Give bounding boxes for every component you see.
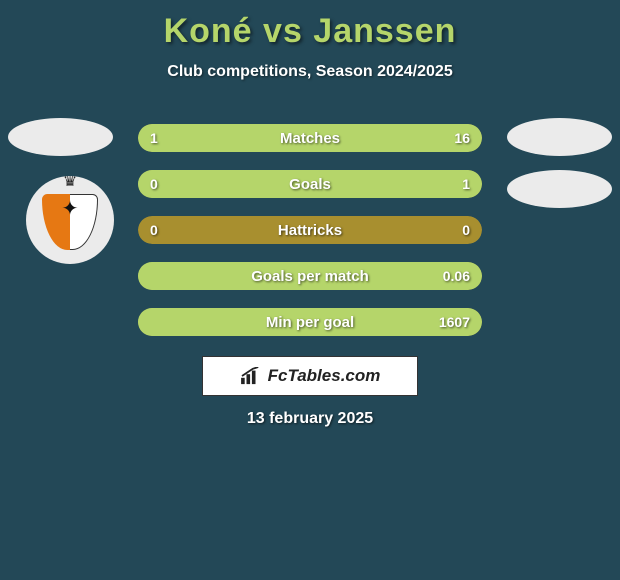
team-badge-right-placeholder-2 xyxy=(507,170,612,208)
stat-label: Min per goal xyxy=(138,308,482,336)
page-subtitle: Club competitions, Season 2024/2025 xyxy=(0,63,620,81)
stat-label: Goals per match xyxy=(138,262,482,290)
date-label: 13 february 2025 xyxy=(0,410,620,428)
stat-value-right: 0 xyxy=(462,216,470,244)
team-badge-right-placeholder-1 xyxy=(507,118,612,156)
stat-row: Goals0 1 xyxy=(138,170,482,198)
stat-value-right: 0.06 xyxy=(443,262,470,290)
stat-row: Matches1 16 xyxy=(138,124,482,152)
page-title: Koné vs Janssen xyxy=(0,0,620,51)
stat-value-right: 16 xyxy=(454,124,470,152)
team-badge-left-placeholder-1 xyxy=(8,118,113,156)
stat-row: Goals per match0.06 xyxy=(138,262,482,290)
stat-value-left: 0 xyxy=(150,170,158,198)
chart-icon xyxy=(240,367,262,385)
stat-row: Hattricks0 0 xyxy=(138,216,482,244)
brand-footer[interactable]: FcTables.com xyxy=(202,356,418,396)
eagle-icon: ✦ xyxy=(62,196,79,221)
stat-label: Hattricks xyxy=(138,216,482,244)
stat-row: Min per goal1607 xyxy=(138,308,482,336)
team-badge-left: ♛ ✦ xyxy=(26,176,114,264)
crown-icon: ♛ xyxy=(63,176,77,191)
stat-value-right: 1 xyxy=(462,170,470,198)
stat-label: Goals xyxy=(138,170,482,198)
stat-value-left: 0 xyxy=(150,216,158,244)
stat-value-left: 1 xyxy=(150,124,158,152)
brand-label: FcTables.com xyxy=(268,366,381,386)
stats-panel: Matches116Goals01Hattricks00Goals per ma… xyxy=(138,124,482,354)
stat-label: Matches xyxy=(138,124,482,152)
stat-value-right: 1607 xyxy=(439,308,470,336)
